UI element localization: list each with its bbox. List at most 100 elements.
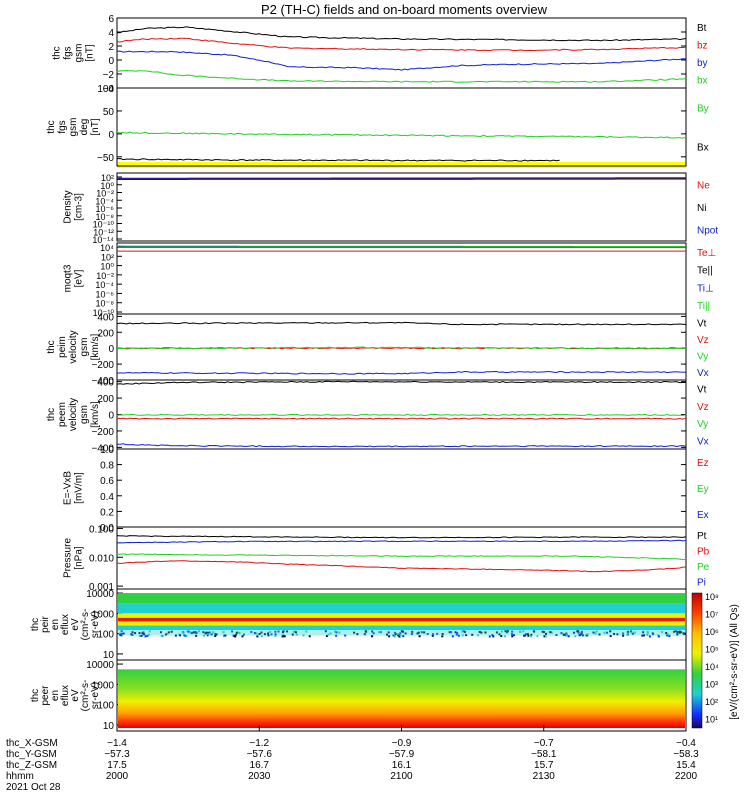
heatmap-speckle — [235, 631, 238, 634]
heatmap-speckle — [142, 632, 145, 635]
y-axis-label: [mV/m] — [74, 472, 85, 504]
heatmap-speckle — [410, 633, 413, 636]
heatmap-speckle — [371, 630, 374, 633]
panel-fgs-deg — [116, 87, 687, 167]
y-tick-label: 0.100 — [89, 524, 114, 535]
y-axis-label: (cm²-s- — [80, 680, 91, 712]
x-row-label: thc_X-GSM — [6, 738, 58, 749]
panel-peem — [116, 379, 687, 450]
heatmap-speckle — [674, 630, 677, 633]
heatmap-speckle — [578, 634, 581, 637]
y-tick-label: 1.0 — [100, 445, 114, 456]
heatmap-speckle — [241, 635, 244, 638]
heatmap-speckle — [629, 630, 632, 633]
y-axis-label: [cm-3] — [74, 193, 85, 221]
heatmap-speckle — [626, 634, 629, 637]
heatmap-speckle — [120, 630, 123, 633]
heatmap-speckle — [398, 634, 401, 637]
legend-Vt: Vt — [697, 318, 707, 329]
y-tick-label: 400 — [97, 312, 114, 323]
heatmap-speckle — [477, 634, 480, 637]
heatmap-speckle — [511, 630, 514, 633]
heatmap-speckle — [523, 634, 526, 637]
heatmap-speckle — [223, 634, 226, 637]
y-axis-label: Density — [63, 190, 74, 223]
heatmap-speckle — [451, 635, 454, 638]
series-Pt — [116, 535, 687, 539]
y-tick-label: 10² — [101, 252, 114, 262]
y-tick-label: −400 — [91, 376, 114, 387]
legend-By: By — [697, 104, 709, 115]
legend-Pe: Pe — [697, 562, 710, 573]
panel-fgs — [116, 17, 687, 89]
heatmap-speckle — [260, 631, 263, 634]
heatmap-speckle — [274, 633, 277, 636]
heatmap-speckle — [454, 631, 457, 634]
heatmap-speckle — [555, 634, 558, 637]
y-axis-label: sr-eV) — [90, 611, 101, 638]
y-tick-label: 10⁻⁶ — [96, 204, 115, 214]
heatmap-speckle — [267, 632, 270, 635]
heatmap-speckle — [263, 633, 266, 636]
heatmap-speckle — [393, 635, 396, 638]
heatmap-speckle — [232, 634, 235, 637]
heatmap-speckle — [353, 631, 356, 634]
heatmap-speckle — [536, 635, 539, 638]
heatmap-speckle — [122, 632, 125, 635]
y-axis-label: gsm — [79, 405, 90, 424]
heatmap-speckle — [130, 633, 133, 636]
series-Vy — [116, 346, 687, 350]
legend-Pt: Pt — [697, 531, 707, 542]
heatmap-speckle — [461, 634, 464, 637]
heatmap-speckle — [282, 630, 285, 633]
heatmap-speckle — [431, 634, 434, 637]
y-axis-label: [nT] — [85, 44, 96, 61]
x-tick-label: 2030 — [248, 771, 271, 782]
heatmap-speckle — [215, 633, 218, 636]
heatmap-speckle — [598, 633, 601, 636]
legend-Vz: Vz — [697, 335, 709, 346]
colorbar-tick-label: 10² — [705, 697, 718, 707]
x-tick-label: −57.9 — [389, 749, 415, 760]
y-tick-label: 10⁻⁸ — [95, 212, 114, 222]
x-tick-label: −0.7 — [534, 738, 554, 749]
y-axis-label: [km/s] — [90, 333, 101, 360]
panel-frame — [116, 172, 687, 242]
heatmap-speckle — [436, 632, 439, 635]
legend-Bt: Bt — [697, 23, 707, 34]
heatmap-speckle — [400, 630, 403, 633]
heatmap-speckle — [140, 634, 143, 637]
legend-Vy: Vy — [697, 351, 708, 362]
heatmap-speckle — [465, 634, 468, 637]
y-tick-label: 1000 — [92, 680, 115, 691]
colorbar-tick-label: 10¹ — [705, 715, 718, 725]
colorbar-tick-label: 10⁶ — [705, 627, 719, 637]
heatmap-speckle — [255, 632, 258, 635]
heatmap-speckle — [495, 631, 498, 634]
heatmap-speckle — [291, 633, 294, 636]
heatmap-speckle — [194, 631, 197, 634]
y-tick-label: 0.001 — [89, 582, 114, 593]
series-Pe — [116, 553, 687, 561]
heatmap-speckle — [646, 632, 649, 635]
legend-by: by — [697, 58, 708, 69]
heatmap-speckle — [622, 632, 625, 635]
y-tick-label: 100 — [97, 701, 114, 712]
heatmap-speckle — [134, 632, 137, 635]
heatmap-speckle — [455, 633, 458, 636]
y-tick-label: −50 — [97, 153, 114, 164]
heatmap-fill — [118, 669, 685, 729]
heatmap-speckle — [668, 635, 671, 638]
colorbar-tick-label: 10⁵ — [705, 645, 719, 655]
legend-Ex: Ex — [697, 510, 709, 521]
heatmap-speckle — [179, 634, 182, 637]
panel-peir — [116, 588, 687, 661]
series-Bt — [116, 26, 687, 42]
heatmap-speckle — [327, 633, 330, 636]
y-axis-label: thc — [52, 46, 63, 59]
heatmap-speckle — [120, 634, 123, 637]
heatmap-speckle — [364, 630, 367, 633]
heatmap-speckle — [613, 632, 616, 635]
x-tick-label: −1.4 — [107, 738, 127, 749]
